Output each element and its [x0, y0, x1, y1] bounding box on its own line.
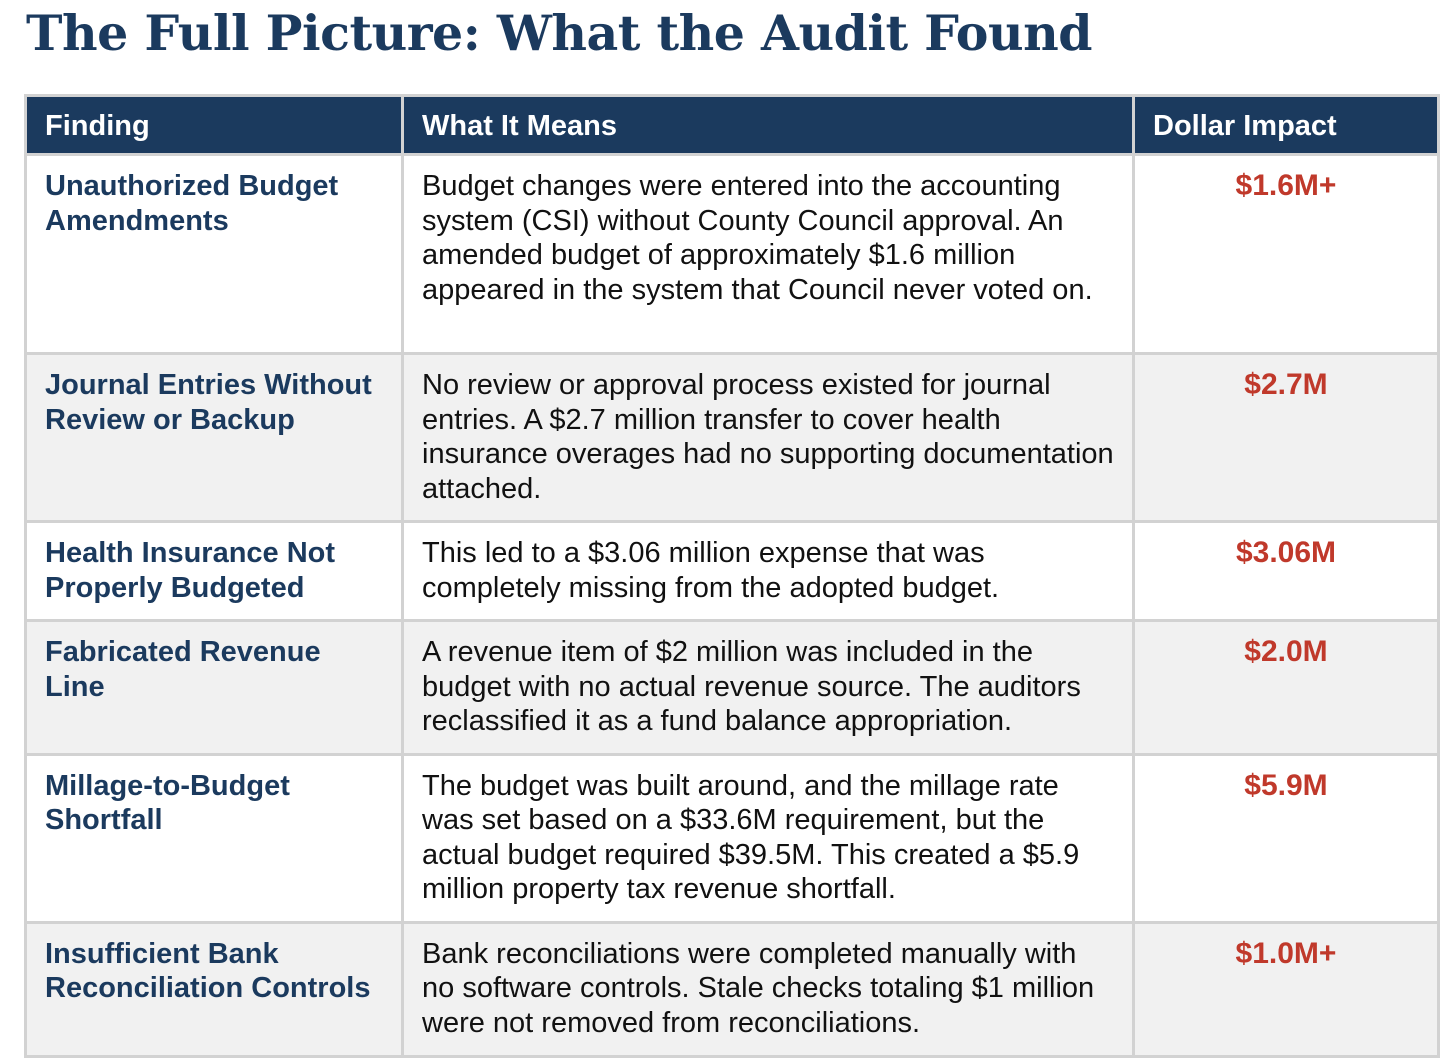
meaning-cell: The budget was built around, and the mil…: [401, 752, 1135, 924]
header-finding: Finding: [24, 94, 404, 156]
dollar-impact-cell: $3.06M: [1132, 520, 1440, 622]
dollar-impact-cell: $5.9M: [1132, 752, 1440, 924]
finding-cell: Insufficient Bank Reconciliation Control…: [24, 920, 404, 1058]
meaning-cell: Bank reconciliations were completed manu…: [401, 920, 1135, 1058]
finding-cell: Unauthorized Budget Amendments: [24, 153, 404, 355]
finding-cell: Millage-to-Budget Shortfall: [24, 752, 404, 924]
dollar-impact-cell: $2.7M: [1132, 352, 1440, 523]
header-dollar-impact: Dollar Impact: [1132, 94, 1440, 156]
dollar-impact-cell: $1.6M+: [1132, 153, 1440, 355]
finding-cell: Fabricated Revenue Line: [24, 619, 404, 756]
meaning-cell: No review or approval process existed fo…: [401, 352, 1135, 523]
table-row: Fabricated Revenue Line A revenue item o…: [24, 619, 1440, 756]
meaning-cell: This led to a $3.06 million expense that…: [401, 520, 1135, 622]
page-title: The Full Picture: What the Audit Found: [26, 4, 1092, 62]
table-row: Unauthorized Budget Amendments Budget ch…: [24, 153, 1440, 355]
table-row: Insufficient Bank Reconciliation Control…: [24, 920, 1440, 1058]
header-what-it-means: What It Means: [401, 94, 1135, 156]
meaning-cell: A revenue item of $2 million was include…: [401, 619, 1135, 756]
table-header: Finding What It Means Dollar Impact: [24, 94, 1440, 156]
dollar-impact-cell: $2.0M: [1132, 619, 1440, 756]
table-row: Health Insurance Not Properly Budgeted T…: [24, 520, 1440, 622]
table-body: Unauthorized Budget Amendments Budget ch…: [24, 153, 1440, 1058]
meaning-cell: Budget changes were entered into the acc…: [401, 153, 1135, 355]
dollar-impact-cell: $1.0M+: [1132, 920, 1440, 1058]
header-row: Finding What It Means Dollar Impact: [24, 94, 1440, 156]
audit-findings-table: Finding What It Means Dollar Impact Unau…: [24, 94, 1440, 1058]
table-row: Millage-to-Budget Shortfall The budget w…: [24, 752, 1440, 924]
finding-cell: Journal Entries Without Review or Backup: [24, 352, 404, 523]
table-row: Journal Entries Without Review or Backup…: [24, 352, 1440, 523]
finding-cell: Health Insurance Not Properly Budgeted: [24, 520, 404, 622]
